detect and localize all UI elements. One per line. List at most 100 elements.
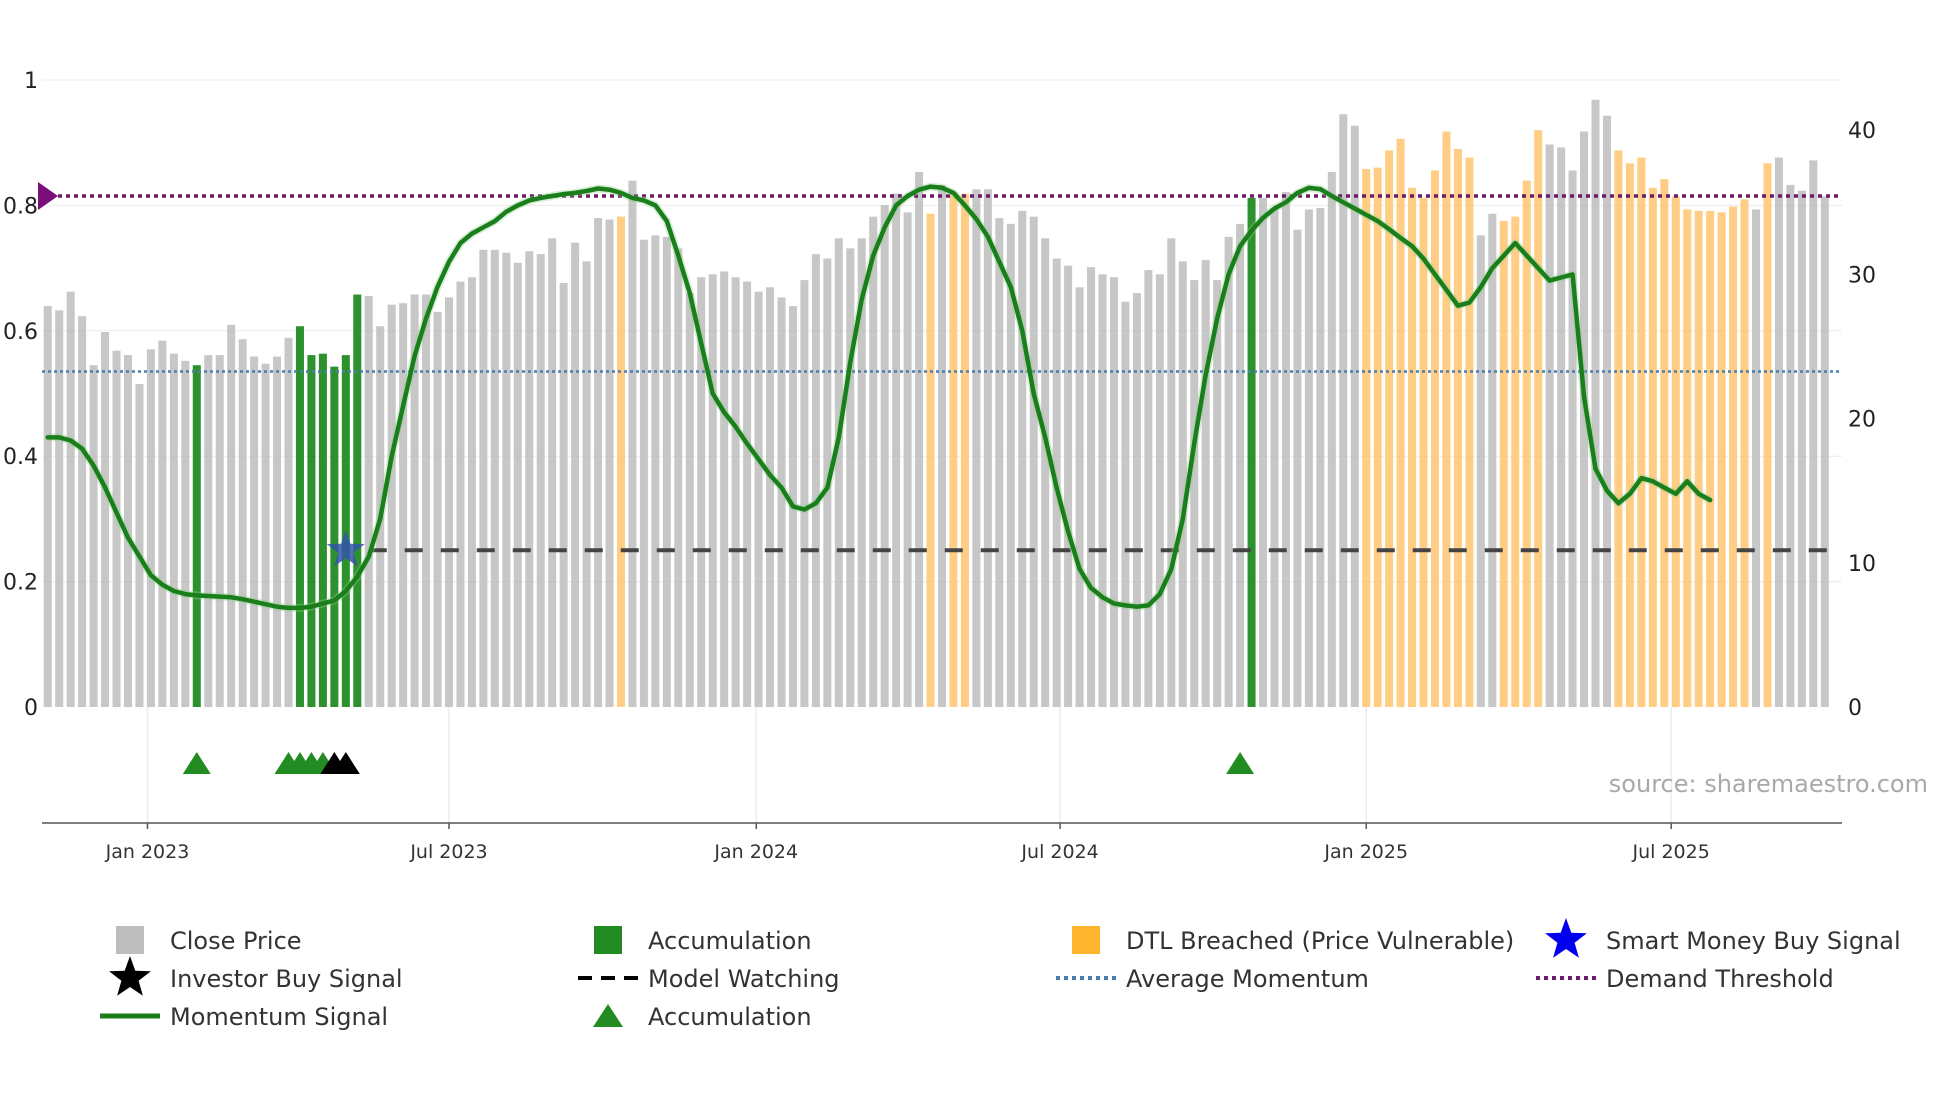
close-price-bar bbox=[834, 238, 843, 707]
legend-star-icon-investor bbox=[109, 956, 151, 996]
close-price-bar bbox=[1580, 131, 1589, 707]
close-price-bar bbox=[1809, 160, 1818, 708]
close-price-bar bbox=[720, 271, 729, 707]
close-price-bar bbox=[181, 360, 190, 707]
accumulation-bar bbox=[307, 355, 316, 707]
investor-buy-signal-marker bbox=[331, 752, 360, 774]
legend-label: Accumulation bbox=[648, 927, 812, 955]
close-price-bar bbox=[158, 340, 167, 707]
legend-swatch-accumulation bbox=[594, 926, 622, 954]
left-axis-tick-label: 0.4 bbox=[3, 445, 38, 470]
close-price-bar bbox=[674, 248, 683, 707]
x-tick-label: Jul 2025 bbox=[1632, 841, 1710, 863]
close-price-bar bbox=[1075, 287, 1084, 707]
close-price-bar bbox=[146, 349, 155, 707]
close-price-bar bbox=[811, 254, 820, 708]
close-price-bar bbox=[708, 274, 717, 707]
close-price-bar bbox=[273, 356, 282, 707]
close-price-bar bbox=[525, 251, 534, 707]
left-axis-tick-label: 0.2 bbox=[3, 571, 38, 596]
close-price-bar bbox=[1786, 184, 1795, 708]
right-axis-tick-label: 0 bbox=[1848, 696, 1862, 721]
close-price-bar bbox=[55, 310, 64, 707]
close-price-bar bbox=[536, 254, 545, 708]
close-price-bar bbox=[1568, 170, 1577, 707]
dtl-breached-bar bbox=[1385, 150, 1394, 707]
left-axis-tick-label: 0 bbox=[24, 696, 38, 721]
close-price-bar bbox=[227, 324, 236, 707]
close-price-bar bbox=[1350, 125, 1359, 708]
close-price-bar bbox=[238, 339, 247, 707]
dtl-breached-bar bbox=[1660, 179, 1669, 707]
close-price-bar bbox=[101, 332, 110, 707]
close-price-bar bbox=[1190, 280, 1199, 707]
indicator-lines bbox=[38, 181, 1842, 612]
dtl-breached-bar bbox=[1625, 163, 1634, 707]
close-price-bar bbox=[364, 295, 373, 707]
close-price-bar bbox=[410, 294, 419, 707]
close-price-bar bbox=[1602, 115, 1611, 707]
close-price-bar bbox=[571, 242, 580, 708]
legend-triangle-icon-accumulation bbox=[593, 1004, 623, 1027]
demand-threshold-marker bbox=[38, 181, 58, 210]
close-price-bar bbox=[1132, 293, 1141, 707]
close-price-bar bbox=[1167, 238, 1176, 707]
legend-item: Accumulation bbox=[593, 1003, 812, 1031]
dtl-breached-bar bbox=[1763, 163, 1772, 707]
close-price-bar bbox=[78, 316, 87, 707]
close-price-bar bbox=[754, 291, 763, 707]
dtl-breached-bar bbox=[1442, 131, 1451, 707]
dtl-breached-bar bbox=[1694, 210, 1703, 707]
legend-swatch-close-price bbox=[116, 926, 144, 954]
legend-item: Average Momentum bbox=[1056, 965, 1369, 993]
close-price-bar bbox=[685, 293, 694, 707]
close-price-bar bbox=[1316, 207, 1325, 708]
dtl-breached-bar bbox=[1522, 180, 1531, 708]
close-price-bar bbox=[1006, 223, 1015, 707]
close-price-bar bbox=[1109, 277, 1118, 707]
close-price-bar bbox=[204, 355, 213, 707]
dtl-breached-bar bbox=[1499, 220, 1508, 707]
close-price-bar bbox=[1018, 210, 1027, 707]
legend-label: Model Watching bbox=[648, 965, 840, 993]
accumulation-triangle-marker bbox=[182, 752, 211, 774]
close-price-bar bbox=[1752, 209, 1761, 707]
close-price-bar bbox=[880, 205, 889, 707]
accumulation-bar bbox=[318, 353, 327, 707]
close-price-bar bbox=[1774, 157, 1783, 708]
x-tick-label: Jan 2025 bbox=[1323, 841, 1408, 863]
legend-item: Accumulation bbox=[594, 926, 812, 955]
legend-item: Model Watching bbox=[578, 965, 840, 993]
accumulation-bar bbox=[192, 365, 201, 707]
close-price-bar bbox=[639, 239, 648, 707]
close-price-bar bbox=[456, 281, 465, 707]
legend-item: Demand Threshold bbox=[1536, 965, 1834, 993]
close-price-bar bbox=[1178, 261, 1187, 707]
close-price-bar bbox=[490, 249, 499, 707]
close-price-bar bbox=[479, 249, 488, 707]
close-price-bar bbox=[766, 287, 775, 707]
accumulation-bar bbox=[1247, 197, 1256, 707]
close-price-bar bbox=[1236, 223, 1245, 707]
close-price-bar bbox=[169, 353, 178, 707]
close-price-bar bbox=[1064, 265, 1073, 707]
close-price-bar bbox=[444, 297, 454, 707]
legend-item: Momentum Signal bbox=[100, 1003, 388, 1031]
smart-money-buy-signal-marker bbox=[326, 530, 365, 567]
accumulation-bar bbox=[330, 366, 339, 707]
close-price-bar bbox=[502, 252, 511, 707]
close-price-bar bbox=[892, 193, 901, 707]
left-axis-tick-label: 0.6 bbox=[3, 320, 38, 345]
dtl-breached-bar bbox=[1453, 148, 1462, 708]
accumulation-triangle-marker bbox=[1226, 752, 1255, 774]
close-price-bar bbox=[1304, 209, 1313, 707]
accumulation-bar bbox=[295, 326, 304, 707]
close-price-bar bbox=[1488, 213, 1497, 707]
dtl-breached-bar bbox=[616, 216, 625, 707]
dtl-breached-bar bbox=[1648, 187, 1657, 708]
close-price-bar bbox=[1327, 171, 1336, 708]
close-price-bar bbox=[1144, 270, 1153, 707]
close-price-bar bbox=[1259, 197, 1268, 707]
right-axis-tick-label: 20 bbox=[1848, 408, 1876, 433]
